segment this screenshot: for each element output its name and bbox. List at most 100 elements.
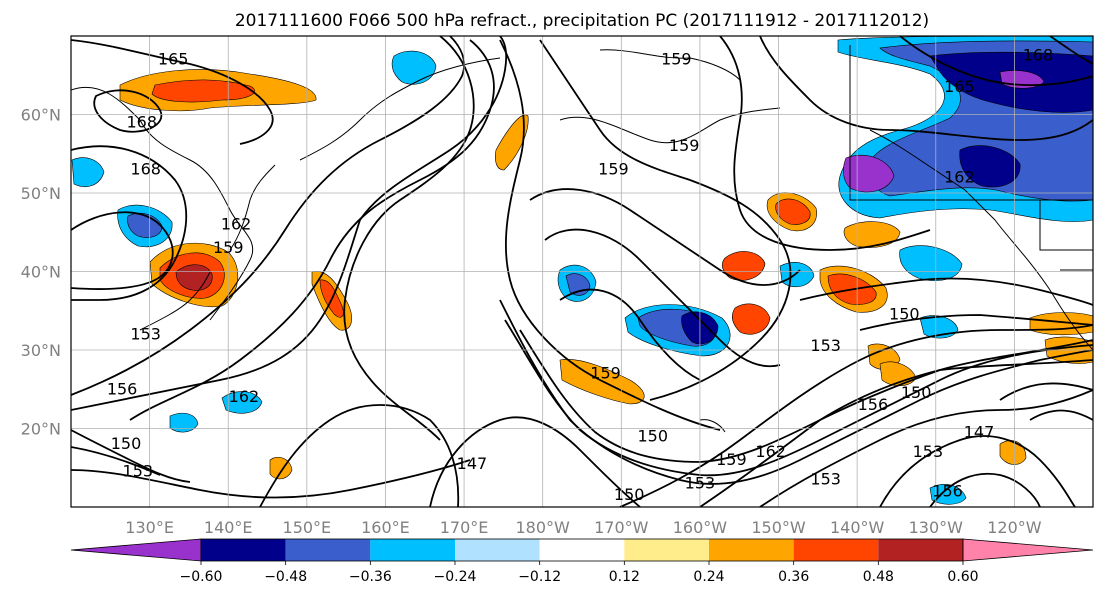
contour-line bbox=[999, 382, 1093, 401]
contour-line bbox=[799, 277, 1093, 306]
contour-label: 150 bbox=[901, 383, 932, 402]
contour-label: 147 bbox=[964, 422, 995, 441]
contour-line bbox=[71, 446, 161, 476]
contour-label: 162 bbox=[755, 442, 786, 461]
lon-tick-label: 120°W bbox=[987, 518, 1042, 537]
lon-tick-label: 170°W bbox=[594, 518, 649, 537]
contour-label: 153 bbox=[123, 462, 154, 481]
contour-label: 150 bbox=[614, 485, 645, 504]
contour-line bbox=[71, 459, 471, 499]
contour-line bbox=[539, 39, 792, 401]
contour-line bbox=[71, 36, 465, 396]
lon-tick-label: 180°W bbox=[516, 518, 571, 537]
lon-tick-label: 170°E bbox=[440, 518, 489, 537]
colorbar-segment bbox=[878, 539, 963, 561]
colorbar-segment bbox=[455, 539, 540, 561]
shade-positive bbox=[843, 221, 901, 248]
contour-label: 153 bbox=[685, 473, 716, 492]
shade-negative bbox=[779, 262, 815, 288]
shade-negative bbox=[71, 157, 105, 187]
lon-tick-label: 140°W bbox=[830, 518, 885, 537]
shade-negative bbox=[221, 391, 263, 414]
colorbar-tick-label: −0.24 bbox=[434, 569, 477, 585]
contour-label: 162 bbox=[221, 214, 252, 233]
colorbar-tick-label: −0.36 bbox=[349, 569, 392, 585]
colorbar-segment bbox=[709, 539, 794, 561]
contour-label: 147 bbox=[457, 454, 488, 473]
contour-label: 168 bbox=[1023, 46, 1054, 65]
contour-line bbox=[259, 404, 460, 507]
contour-label: 153 bbox=[810, 336, 841, 355]
contour-labels: 165 168 168 162 159 153 156 150 153 162 147 150 159 1… bbox=[107, 46, 1053, 505]
contour-label: 165 bbox=[158, 50, 189, 69]
contour-label: 153 bbox=[913, 442, 944, 461]
lon-tick-label: 140°E bbox=[204, 518, 253, 537]
contour-line bbox=[929, 472, 1041, 507]
colorbar-tick-label: −0.48 bbox=[264, 569, 307, 585]
contour-line bbox=[71, 429, 191, 483]
shade-negative bbox=[169, 412, 199, 433]
lon-tick-label: 130°E bbox=[125, 518, 174, 537]
contour-line bbox=[71, 145, 188, 301]
lon-tick-label: 160°E bbox=[361, 518, 410, 537]
contour-label: 156 bbox=[107, 379, 138, 398]
shade-negative bbox=[391, 50, 437, 85]
shade-positive bbox=[494, 114, 529, 171]
colorbar-segment bbox=[539, 539, 625, 561]
contour-label: 168 bbox=[126, 112, 157, 131]
map-frame bbox=[70, 35, 1094, 508]
map-panel: 165 168 168 162 159 153 156 150 153 162 147 150 159 1… bbox=[21, 35, 1094, 537]
shade-negative bbox=[959, 145, 1021, 188]
contour-label: 165 bbox=[944, 77, 975, 96]
contour-label: 162 bbox=[229, 387, 260, 406]
contour-label: 159 bbox=[669, 136, 700, 155]
contour-label: 159 bbox=[598, 159, 629, 178]
coastline bbox=[299, 57, 501, 161]
contour-line bbox=[1029, 409, 1093, 421]
contour-line bbox=[529, 188, 801, 286]
contour-label: 168 bbox=[130, 159, 161, 178]
contour-line bbox=[559, 288, 701, 381]
contour-label: 159 bbox=[590, 364, 621, 383]
contour-line bbox=[759, 36, 1093, 141]
lon-tick-label: 150°E bbox=[283, 518, 332, 537]
contour-line bbox=[71, 211, 174, 290]
colorbar-tick-label: 0.48 bbox=[863, 569, 894, 585]
contour-line bbox=[429, 416, 641, 507]
lat-tick-label: 60°N bbox=[21, 106, 61, 125]
coastline bbox=[869, 129, 1093, 351]
contour-label: 153 bbox=[810, 470, 841, 489]
contour-line bbox=[343, 36, 475, 441]
coastline bbox=[599, 49, 741, 81]
longitude-tick-labels: 130°E 140°E 150°E 160°E 170°E 180°W 170°W 160°W… bbox=[125, 518, 1041, 537]
coastline bbox=[1039, 200, 1093, 251]
contour-line bbox=[859, 314, 1093, 331]
contour-line bbox=[504, 319, 1093, 477]
coastlines bbox=[71, 45, 1093, 433]
contour-line bbox=[759, 389, 1093, 507]
coastline bbox=[139, 271, 211, 331]
colorbar-tick-label: 0.36 bbox=[778, 569, 809, 585]
contour-label: 159 bbox=[661, 50, 692, 69]
contour-label: 156 bbox=[932, 481, 963, 500]
colorbar-segment bbox=[285, 539, 371, 561]
contour-line bbox=[71, 36, 508, 411]
contour-label: 150 bbox=[637, 426, 668, 445]
coastline bbox=[559, 107, 781, 144]
colorbar-segment bbox=[370, 539, 455, 561]
coastline bbox=[229, 164, 276, 251]
contours bbox=[71, 36, 1093, 507]
lat-tick-label: 30°N bbox=[21, 341, 61, 360]
shade-positive bbox=[721, 251, 766, 281]
coastline bbox=[849, 45, 1093, 201]
latitude-tick-labels: 20°N 30°N 40°N 50°N 60°N bbox=[21, 106, 61, 439]
contour-line bbox=[719, 36, 931, 251]
shade-negative bbox=[929, 484, 967, 505]
colorbar-tick-label: 0.12 bbox=[609, 569, 640, 585]
colorbar: −0.60 −0.48 −0.36 −0.24 −0.12 0.12 0.24 0.36 0.4… bbox=[70, 538, 1094, 585]
contour-line bbox=[899, 36, 1093, 86]
lon-tick-label: 130°W bbox=[909, 518, 964, 537]
contour-label: 162 bbox=[944, 167, 975, 186]
contour-label: 159 bbox=[213, 238, 244, 257]
